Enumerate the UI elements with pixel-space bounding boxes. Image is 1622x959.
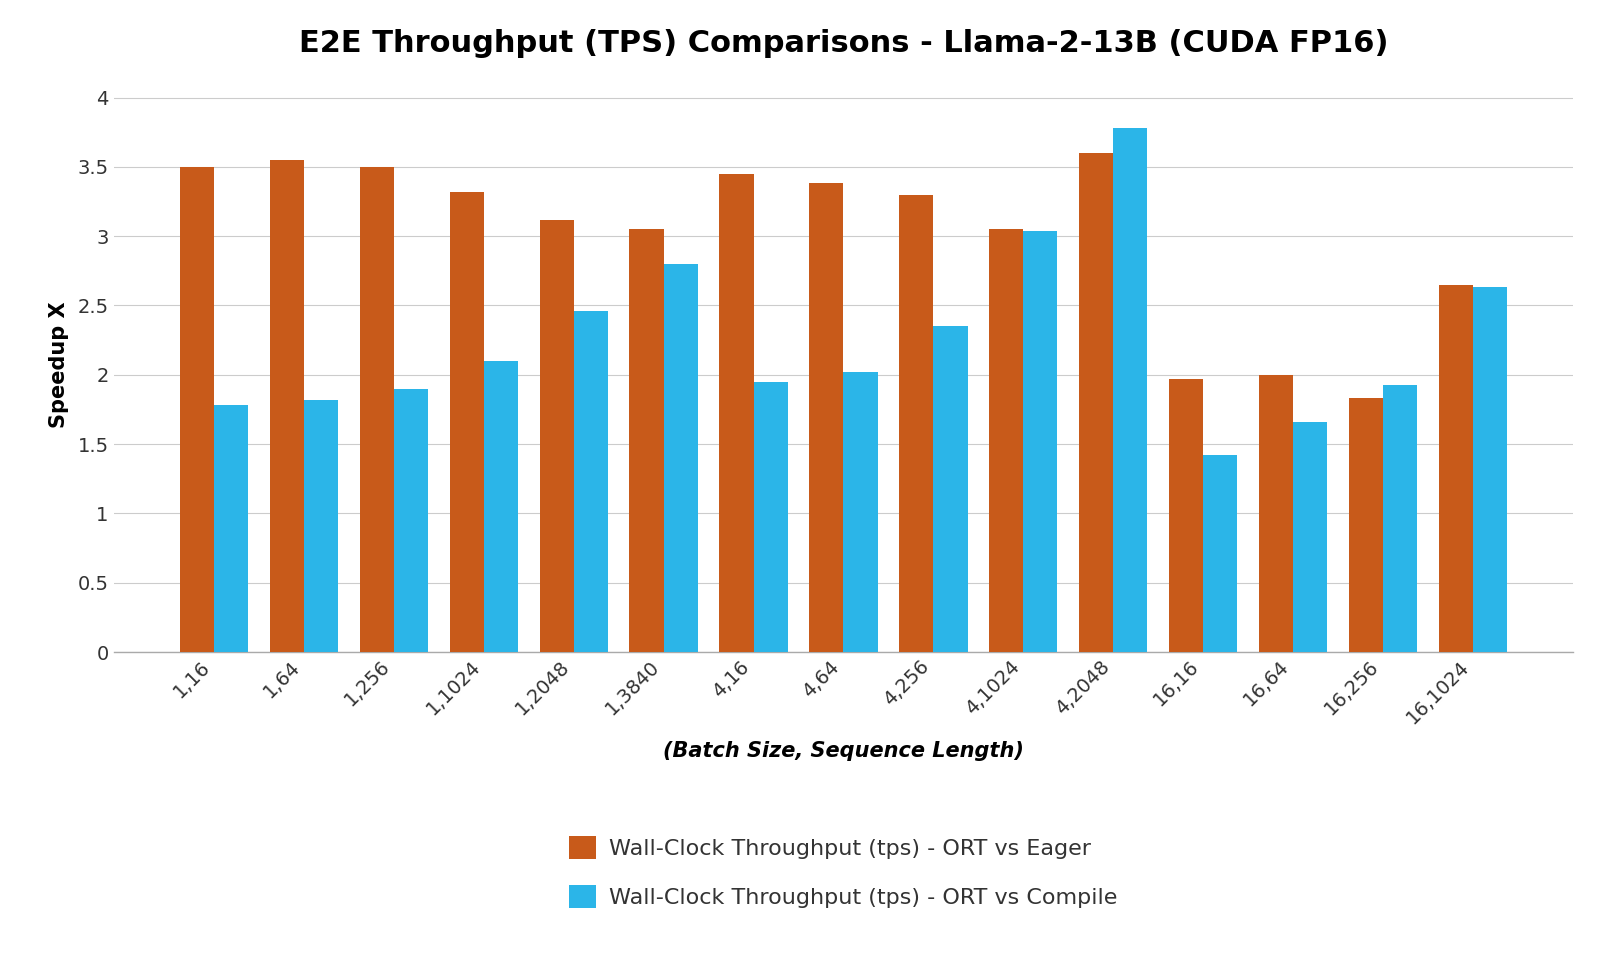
Bar <box>663 264 697 652</box>
Bar <box>394 388 428 652</box>
Y-axis label: Speedup X: Speedup X <box>49 301 70 428</box>
Bar <box>1079 153 1113 652</box>
Bar <box>1259 375 1293 652</box>
Bar <box>1113 128 1147 652</box>
Legend: Wall-Clock Throughput (tps) - ORT vs Eager, Wall-Clock Throughput (tps) - ORT vs: Wall-Clock Throughput (tps) - ORT vs Eag… <box>569 836 1118 908</box>
X-axis label: (Batch Size, Sequence Length): (Batch Size, Sequence Length) <box>663 741 1023 761</box>
Bar <box>1293 422 1327 652</box>
Bar <box>933 326 967 652</box>
Bar <box>574 311 608 652</box>
Bar <box>214 406 248 652</box>
Bar <box>1350 398 1384 652</box>
Bar <box>540 220 574 652</box>
Bar <box>629 229 663 652</box>
Title: E2E Throughput (TPS) Comparisons - Llama-2-13B (CUDA FP16): E2E Throughput (TPS) Comparisons - Llama… <box>298 29 1388 58</box>
Bar <box>1204 456 1238 652</box>
Bar <box>843 372 878 652</box>
Bar <box>180 167 214 652</box>
Bar <box>449 192 483 652</box>
Bar <box>483 361 517 652</box>
Bar <box>269 160 303 652</box>
Bar <box>303 400 337 652</box>
Bar <box>1473 288 1507 652</box>
Bar <box>1169 379 1204 652</box>
Bar <box>1023 230 1058 652</box>
Bar <box>1384 385 1418 652</box>
Bar <box>754 382 788 652</box>
Bar <box>360 167 394 652</box>
Bar <box>899 195 933 652</box>
Bar <box>1439 285 1473 652</box>
Bar <box>720 174 754 652</box>
Bar <box>989 229 1023 652</box>
Bar <box>809 183 843 652</box>
